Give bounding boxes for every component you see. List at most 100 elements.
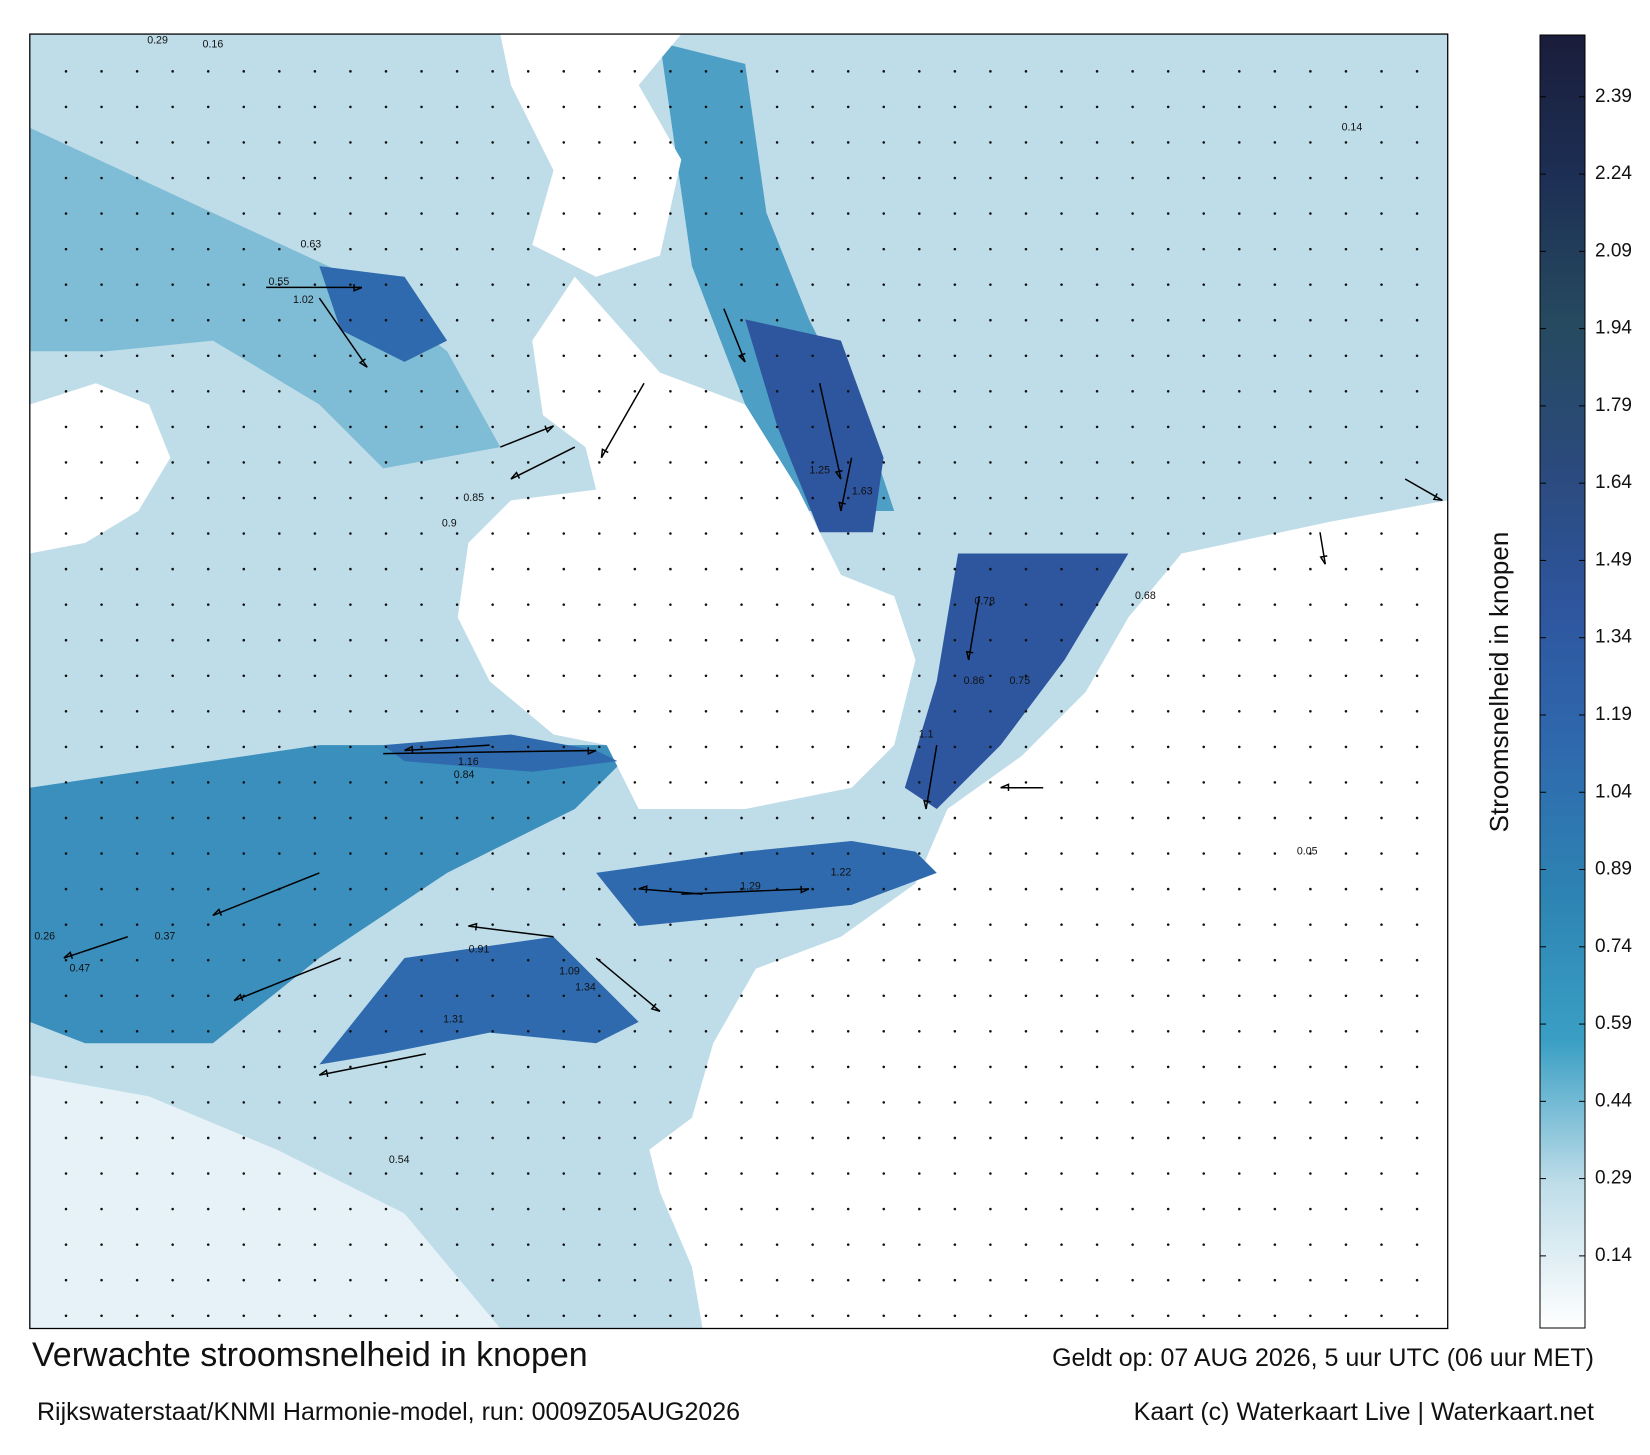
- grid-dot: [953, 176, 957, 180]
- grid-dot: [349, 852, 352, 855]
- land: [500, 34, 682, 277]
- grid-dot: [526, 638, 530, 642]
- grid-dot: [811, 1278, 814, 1282]
- grid-dot: [1131, 212, 1134, 215]
- grid-dot: [918, 247, 921, 251]
- grid-dot: [989, 1172, 992, 1175]
- grid-dot: [598, 638, 601, 642]
- grid-dot: [1344, 1030, 1348, 1033]
- grid-dot: [313, 354, 317, 358]
- grid-dot: [1344, 141, 1348, 144]
- grid-dot: [491, 496, 494, 500]
- grid-dot: [171, 923, 174, 926]
- grid-dot: [349, 318, 352, 322]
- grid-dot: [64, 496, 68, 500]
- grid-dot: [491, 425, 494, 429]
- grid-dot: [989, 567, 992, 571]
- grid-dot: [846, 1207, 850, 1211]
- grid-dot: [278, 638, 281, 642]
- grid-dot: [740, 461, 743, 464]
- grid-dot: [491, 781, 494, 784]
- grid-dot: [1415, 1278, 1419, 1282]
- grid-dot: [455, 1101, 459, 1104]
- speed-label: 0.37: [155, 931, 176, 943]
- grid-dot: [562, 212, 566, 215]
- arrow-head: [353, 284, 363, 292]
- grid-dot: [1095, 674, 1099, 678]
- grid-dot: [882, 1314, 886, 1317]
- grid-dot: [135, 958, 139, 962]
- current-arrow: [233, 957, 341, 1002]
- grid-dot: [384, 283, 388, 286]
- grid-dot: [1166, 852, 1170, 855]
- grid-dot: [420, 567, 423, 571]
- grid-dot: [989, 1207, 992, 1211]
- current-arrow: [840, 457, 853, 512]
- grid-dot: [1273, 852, 1277, 855]
- grid-dot: [242, 532, 246, 535]
- grid-dot: [882, 958, 886, 962]
- speed-label: 1.02: [293, 294, 314, 306]
- grid-dot: [1166, 425, 1170, 429]
- grid-dot: [1095, 532, 1099, 535]
- grid-dot: [526, 390, 530, 393]
- grid-dot: [775, 105, 779, 109]
- grid-dot: [100, 1136, 103, 1140]
- speed-label: 1.63: [852, 486, 873, 498]
- grid-dot: [313, 318, 317, 322]
- grid-dot: [811, 1065, 814, 1069]
- grid-dot: [846, 105, 850, 109]
- grid-dot: [775, 354, 779, 358]
- grid-dot: [100, 1207, 103, 1211]
- grid-dot: [1024, 638, 1028, 642]
- grid-dot: [562, 1065, 566, 1069]
- grid-dot: [846, 70, 850, 73]
- grid-dot: [669, 105, 672, 109]
- grid-dot: [242, 603, 246, 606]
- grid-dot: [1344, 105, 1348, 109]
- speed-label: 0.68: [1135, 590, 1156, 602]
- grid-dot: [669, 70, 672, 73]
- grid-dot: [989, 141, 992, 144]
- grid-dot: [1095, 176, 1099, 180]
- grid-dot: [633, 1243, 637, 1246]
- grid-dot: [1202, 1030, 1206, 1033]
- grid-dot: [704, 141, 708, 144]
- grid-dot: [1166, 461, 1170, 464]
- grid-dot: [278, 354, 281, 358]
- grid-dot: [1380, 212, 1383, 215]
- grid-dot: [1344, 1136, 1348, 1140]
- grid-dot: [135, 603, 139, 606]
- grid-dot: [953, 1030, 957, 1033]
- grid-dot: [384, 247, 388, 251]
- grid-dot: [740, 603, 743, 606]
- grid-dot: [491, 1136, 494, 1140]
- grid-dot: [135, 994, 139, 998]
- grid-dot: [1309, 1172, 1312, 1175]
- grid-dot: [989, 1030, 992, 1033]
- grid-dot: [598, 496, 601, 500]
- grid-dot: [349, 923, 352, 926]
- grid-dot: [1131, 496, 1134, 500]
- grid-dot: [918, 781, 921, 784]
- grid-dot: [100, 674, 103, 678]
- grid-dot: [989, 638, 992, 642]
- grid-dot: [1166, 247, 1170, 251]
- grid-dot: [491, 603, 494, 606]
- grid-dot: [171, 318, 174, 322]
- grid-dot: [491, 1314, 494, 1317]
- grid-dot: [1060, 390, 1063, 393]
- grid-dot: [598, 141, 601, 144]
- grid-dot: [420, 603, 423, 606]
- grid-dot: [633, 710, 637, 713]
- grid-dot: [526, 1030, 530, 1033]
- grid-dot: [384, 1172, 388, 1175]
- grid-dot: [349, 1278, 352, 1282]
- grid-dot: [526, 532, 530, 535]
- grid-dot: [313, 70, 317, 73]
- arrow-head: [834, 469, 843, 480]
- grid-dot: [669, 1243, 672, 1246]
- grid-dot: [1273, 603, 1277, 606]
- grid-dot: [775, 247, 779, 251]
